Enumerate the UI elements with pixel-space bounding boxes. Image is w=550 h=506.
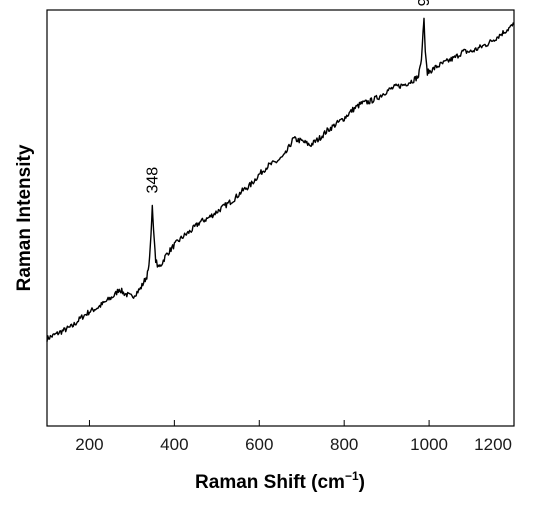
- x-tick-label-600: 600: [245, 435, 273, 454]
- x-tick-label-400: 400: [160, 435, 188, 454]
- x-axis-title-close: ): [359, 472, 365, 493]
- x-axis-tick-labels: 200 400 600 800 1000 1200: [75, 435, 512, 454]
- plot-frame: [46, 9, 515, 427]
- peak-labels: 348 988: [144, 0, 433, 194]
- x-tick-label-1200: 1200: [474, 435, 512, 454]
- peak-label-988: 988: [416, 0, 433, 6]
- y-axis-title: Raman Intensity: [14, 144, 35, 291]
- x-axis-title: Raman Shift (cm−1): [195, 469, 365, 493]
- peak-label-348: 348: [144, 167, 161, 194]
- x-axis-ticks: [88, 420, 515, 426]
- x-tick-label-1000: 1000: [410, 435, 448, 454]
- spectrum-series-line: [46, 17, 515, 342]
- x-tick-label-800: 800: [330, 435, 358, 454]
- x-axis-title-superscript: −1: [345, 469, 359, 483]
- x-tick-label-200: 200: [75, 435, 103, 454]
